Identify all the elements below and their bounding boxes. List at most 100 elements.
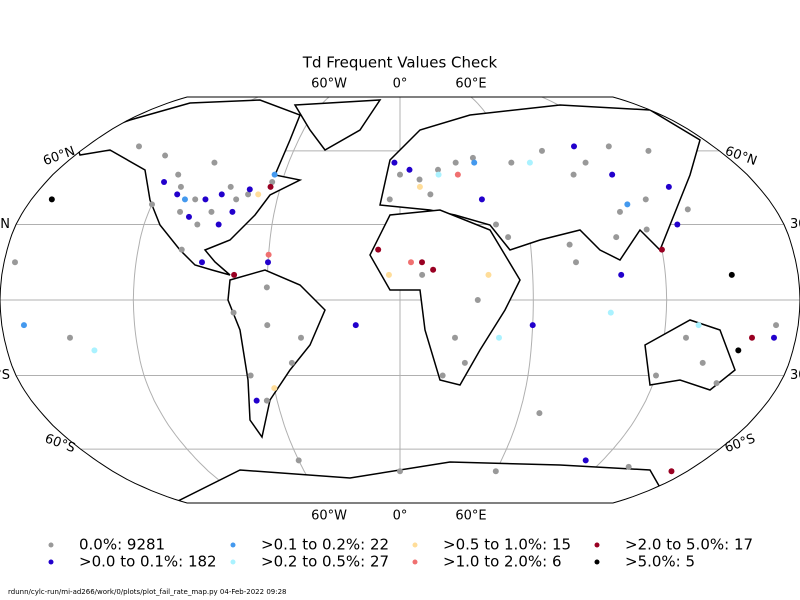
station: [469, 154, 476, 161]
station: [416, 183, 423, 190]
station: [192, 196, 199, 203]
lat-label: 30°N: [0, 217, 10, 232]
station: [175, 171, 182, 178]
legend-marker: [594, 559, 600, 565]
station: [265, 259, 271, 266]
legend-marker: [594, 542, 600, 548]
station: [653, 372, 659, 379]
station: [749, 334, 755, 341]
station: [624, 201, 631, 208]
legend: 0.0%: 9281>0.0 to 0.1%: 182 >0.1 to 0.2%:…: [48, 536, 753, 571]
greenland: [293, 99, 382, 151]
station: [246, 186, 253, 193]
station: [288, 359, 295, 366]
station: [264, 322, 271, 329]
station: [12, 259, 18, 266]
station: [67, 334, 73, 341]
legend-label: >0.1 to 0.2%: 22: [261, 536, 389, 554]
lat-label: 60°S: [723, 431, 758, 456]
station: [529, 322, 536, 329]
station: [229, 208, 236, 215]
station: [375, 246, 382, 253]
station: [215, 221, 222, 228]
station: [427, 191, 434, 198]
station: [773, 322, 780, 329]
station: [570, 171, 577, 178]
station: [271, 171, 278, 178]
antarctica: [169, 461, 672, 503]
station: [645, 147, 652, 154]
station: [536, 410, 543, 417]
station: [391, 159, 398, 166]
station: [461, 359, 468, 366]
station: [435, 171, 442, 178]
station: [618, 271, 625, 278]
station: [397, 468, 403, 475]
station: [485, 271, 492, 278]
land: [74, 99, 736, 503]
station: [185, 213, 192, 220]
station: [452, 159, 459, 166]
lat-label: 30°S: [790, 368, 800, 383]
station: [573, 259, 579, 266]
station: [91, 347, 98, 354]
lon-label: 0°: [393, 77, 408, 92]
australia: [644, 319, 736, 391]
station: [271, 385, 278, 392]
legend-marker: [48, 542, 54, 548]
station: [247, 372, 254, 379]
station: [253, 397, 260, 404]
legend-marker: [48, 559, 54, 565]
station: [496, 334, 502, 341]
lon-label: 0°: [393, 508, 408, 523]
legend-marker: [412, 559, 418, 565]
station: [48, 196, 55, 203]
station: [408, 259, 414, 266]
station: [492, 468, 499, 475]
station: [20, 322, 27, 329]
station: [607, 309, 614, 316]
station: [493, 221, 499, 228]
lat-label: 30°S: [0, 368, 10, 383]
legend-label: >2.0 to 5.0%: 17: [625, 536, 753, 554]
station: [526, 159, 533, 166]
station: [267, 183, 274, 190]
station: [174, 191, 181, 198]
lat-label: 60°S: [43, 431, 78, 456]
station: [233, 196, 240, 203]
station: [684, 206, 691, 213]
station: [385, 271, 392, 278]
lon-label: 60°W: [311, 77, 347, 92]
station: [419, 271, 426, 278]
station: [208, 208, 215, 215]
station: [148, 201, 155, 208]
station: [416, 176, 423, 183]
legend-label: >0.5 to 1.0%: 15: [443, 536, 571, 554]
station: [538, 147, 545, 154]
station: [658, 246, 665, 253]
station: [231, 271, 238, 278]
station: [177, 183, 184, 190]
station: [419, 259, 425, 266]
legend-label: 0.0%: 9281: [79, 536, 165, 554]
station: [571, 143, 578, 150]
station: [162, 152, 169, 159]
station: [263, 284, 270, 291]
station: [178, 246, 185, 253]
station: [735, 347, 742, 354]
station: [255, 191, 262, 198]
station: [181, 196, 188, 203]
station: [609, 171, 616, 178]
eurasia: [379, 104, 701, 261]
station: [406, 166, 413, 173]
south-america: [227, 269, 326, 439]
station: [265, 251, 272, 258]
station: [161, 178, 168, 185]
lat-label: 30°N: [790, 217, 800, 232]
station: [625, 463, 632, 470]
lat-label: 60°N: [723, 144, 759, 169]
station: [298, 334, 304, 341]
station: [245, 191, 252, 198]
station: [582, 159, 589, 166]
